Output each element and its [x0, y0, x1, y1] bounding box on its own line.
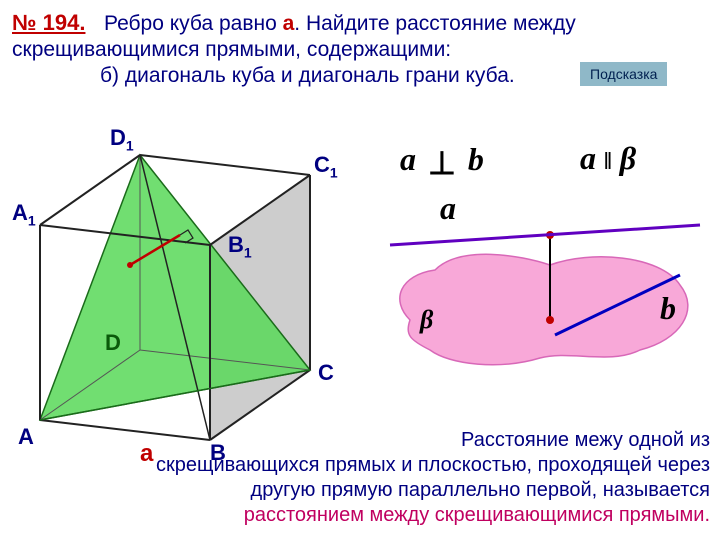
- label-D: D: [105, 330, 121, 356]
- hint-button[interactable]: Подсказка: [580, 62, 667, 86]
- text-post: . Найдите расстояние между: [294, 12, 575, 35]
- label-line-a: a: [440, 190, 456, 227]
- footer-line2: скрещивающихся прямых и плоскостью, прох…: [60, 453, 710, 478]
- problem-text-line2: скрещивающимися прямыми, содержащими:: [12, 36, 451, 63]
- label-beta: β: [420, 305, 433, 335]
- accent-a: а: [283, 12, 295, 35]
- formula-skew: a ⊥ b: [400, 140, 486, 178]
- label-C1: C1: [314, 152, 338, 180]
- footer-line1: Расстояние межу одной из: [60, 428, 710, 453]
- formula-parallel: a ‖ β: [580, 140, 636, 177]
- label-C: C: [318, 360, 334, 386]
- problem-text-line1: Ребро куба равно а. Найдите расстояние м…: [104, 10, 576, 37]
- label-line-b: b: [660, 290, 676, 327]
- problem-number: № 194.: [12, 10, 85, 36]
- text-pre: Ребро куба равно: [104, 12, 283, 35]
- label-A1: A1: [12, 200, 36, 228]
- cube-diagram: [10, 130, 350, 470]
- footer-line4: расстоянием между скрещивающимися прямым…: [60, 503, 710, 528]
- problem-text-line3: б) диагональ куба и диагональ грани куба…: [100, 62, 515, 89]
- label-D1: D1: [110, 125, 134, 153]
- footer-line3: другую прямую параллельно первой, называ…: [60, 478, 710, 503]
- footer-text: Расстояние межу одной из скрещивающихся …: [60, 428, 710, 528]
- label-B1: B1: [228, 232, 252, 260]
- label-A: A: [18, 424, 34, 450]
